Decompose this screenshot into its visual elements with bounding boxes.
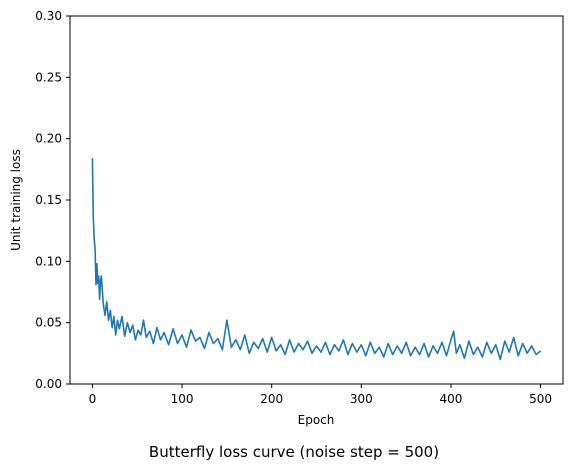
y-axis-label: Unit training loss (9, 149, 23, 251)
x-tick-label: 300 (350, 392, 373, 406)
x-tick-label: 500 (529, 392, 552, 406)
y-tick-label: 0.25 (35, 70, 62, 84)
y-tick-label: 0.10 (35, 254, 62, 268)
x-tick-label: 200 (260, 392, 283, 406)
y-tick-label: 0.05 (35, 316, 62, 330)
y-axis: 0.00 0.05 0.10 0.15 0.20 0.25 0.30 (35, 9, 70, 391)
plot-area (91, 158, 542, 361)
x-tick-label: 400 (440, 392, 463, 406)
y-tick-label: 0.00 (35, 377, 62, 391)
y-tick-label: 0.20 (35, 132, 62, 146)
x-tick-label: 0 (89, 392, 97, 406)
x-tick-label: 100 (171, 392, 194, 406)
y-tick-label: 0.30 (35, 9, 62, 23)
y-tick-label: 0.15 (35, 193, 62, 207)
x-axis-label: Epoch (298, 413, 335, 427)
plot-frame (69, 15, 564, 385)
x-axis: 0 100 200 300 400 500 (89, 384, 552, 406)
series-line-0 (91, 158, 542, 361)
chart-title: Butterfly loss curve (noise step = 500) (149, 443, 439, 461)
